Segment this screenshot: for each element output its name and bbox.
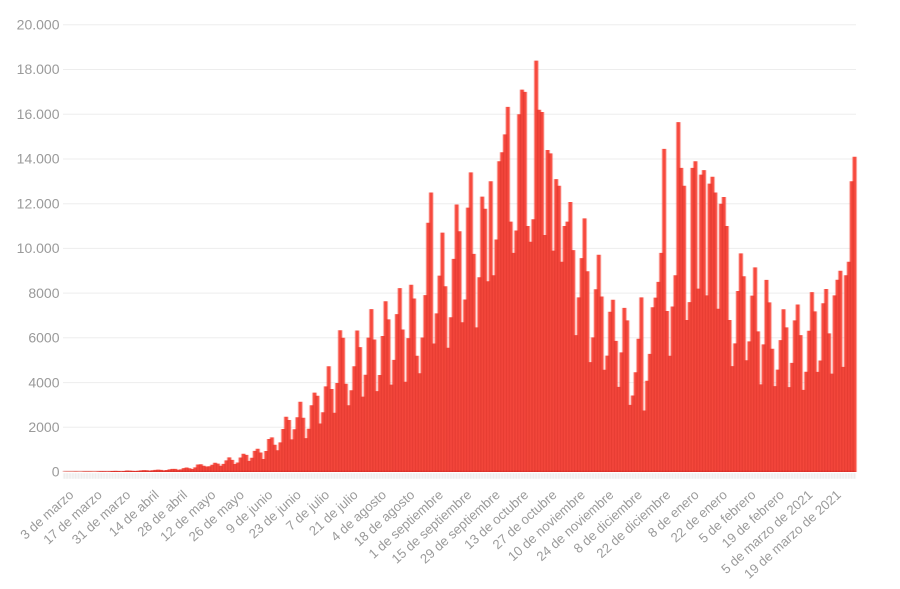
svg-text:0: 0 (52, 464, 60, 480)
svg-text:10.000: 10.000 (17, 240, 60, 256)
svg-text:2000: 2000 (28, 419, 59, 435)
svg-text:14.000: 14.000 (17, 151, 60, 167)
svg-text:4000: 4000 (28, 374, 59, 390)
svg-text:18.000: 18.000 (17, 61, 60, 77)
svg-text:8000: 8000 (28, 285, 59, 301)
svg-text:20.000: 20.000 (17, 17, 60, 33)
svg-text:16.000: 16.000 (17, 106, 60, 122)
svg-text:6000: 6000 (28, 330, 59, 346)
svg-text:12.000: 12.000 (17, 195, 60, 211)
